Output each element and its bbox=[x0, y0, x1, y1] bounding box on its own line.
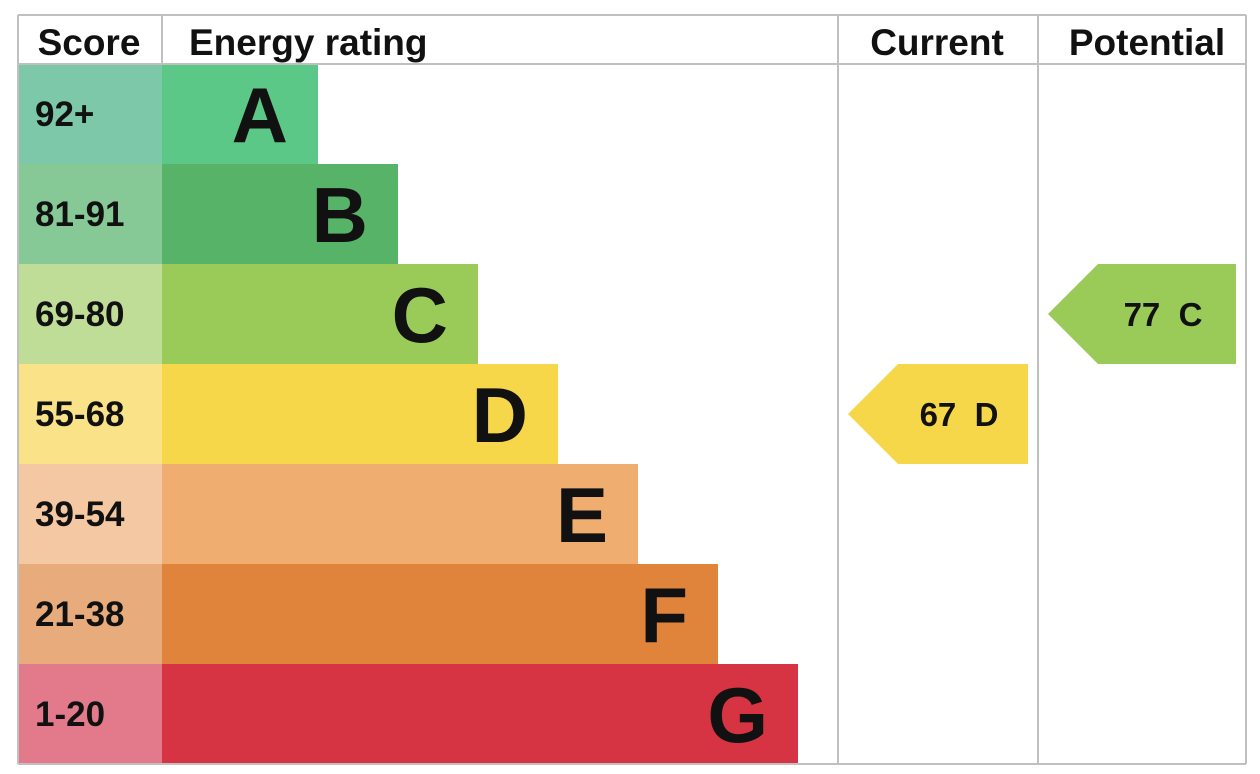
table-grid bbox=[17, 14, 1247, 765]
current-rating-arrow bbox=[848, 364, 1028, 464]
band-letter-g: G bbox=[707, 671, 768, 759]
score-cell-d bbox=[18, 364, 162, 464]
score-range-label: 1-20 bbox=[35, 695, 105, 734]
score-range-label: 55-68 bbox=[35, 395, 125, 434]
score-range-label: 39-54 bbox=[35, 495, 125, 534]
potential-rating-label: 77 C bbox=[1124, 296, 1203, 333]
band-letter-e: E bbox=[556, 471, 608, 559]
band-letter-f: F bbox=[640, 571, 688, 659]
potential-column-header: Potential bbox=[1069, 22, 1225, 63]
band-letter-c: C bbox=[392, 271, 448, 359]
band-bar-e bbox=[162, 464, 638, 564]
band-bar-d bbox=[162, 364, 558, 464]
potential-rating-arrow bbox=[1048, 264, 1236, 364]
current-column-header: Current bbox=[870, 22, 1004, 63]
bands-layer: 92+ A 81-91 B 69-80 C 55-68 D 39-54 E 21-38 F 1-20 G bbox=[18, 64, 798, 764]
header-row: Score Energy rating Current Potential bbox=[38, 22, 1226, 63]
band-letter-a: A bbox=[232, 71, 288, 159]
score-range-label: 81-91 bbox=[35, 195, 125, 234]
band-bar-b bbox=[162, 164, 398, 264]
indicators-layer: 67 D 77 C bbox=[848, 264, 1236, 464]
band-letter-d: D bbox=[472, 371, 528, 459]
score-column-header: Score bbox=[38, 22, 141, 63]
band-bar-g bbox=[162, 664, 798, 764]
score-cell-b bbox=[18, 164, 162, 264]
current-rating-label: 67 D bbox=[920, 396, 999, 433]
score-cell-g bbox=[18, 664, 162, 764]
band-bar-a bbox=[162, 64, 318, 164]
score-cell-f bbox=[18, 564, 162, 664]
band-letter-b: B bbox=[312, 171, 368, 259]
band-bar-c bbox=[162, 264, 478, 364]
score-range-label: 69-80 bbox=[35, 295, 125, 334]
score-cell-a bbox=[18, 64, 162, 164]
score-cell-c bbox=[18, 264, 162, 364]
score-cell-e bbox=[18, 464, 162, 564]
energy-rating-column-header: Energy rating bbox=[189, 22, 428, 63]
score-range-label: 92+ bbox=[35, 95, 94, 134]
band-bar-f bbox=[162, 564, 718, 664]
score-range-label: 21-38 bbox=[35, 595, 125, 634]
